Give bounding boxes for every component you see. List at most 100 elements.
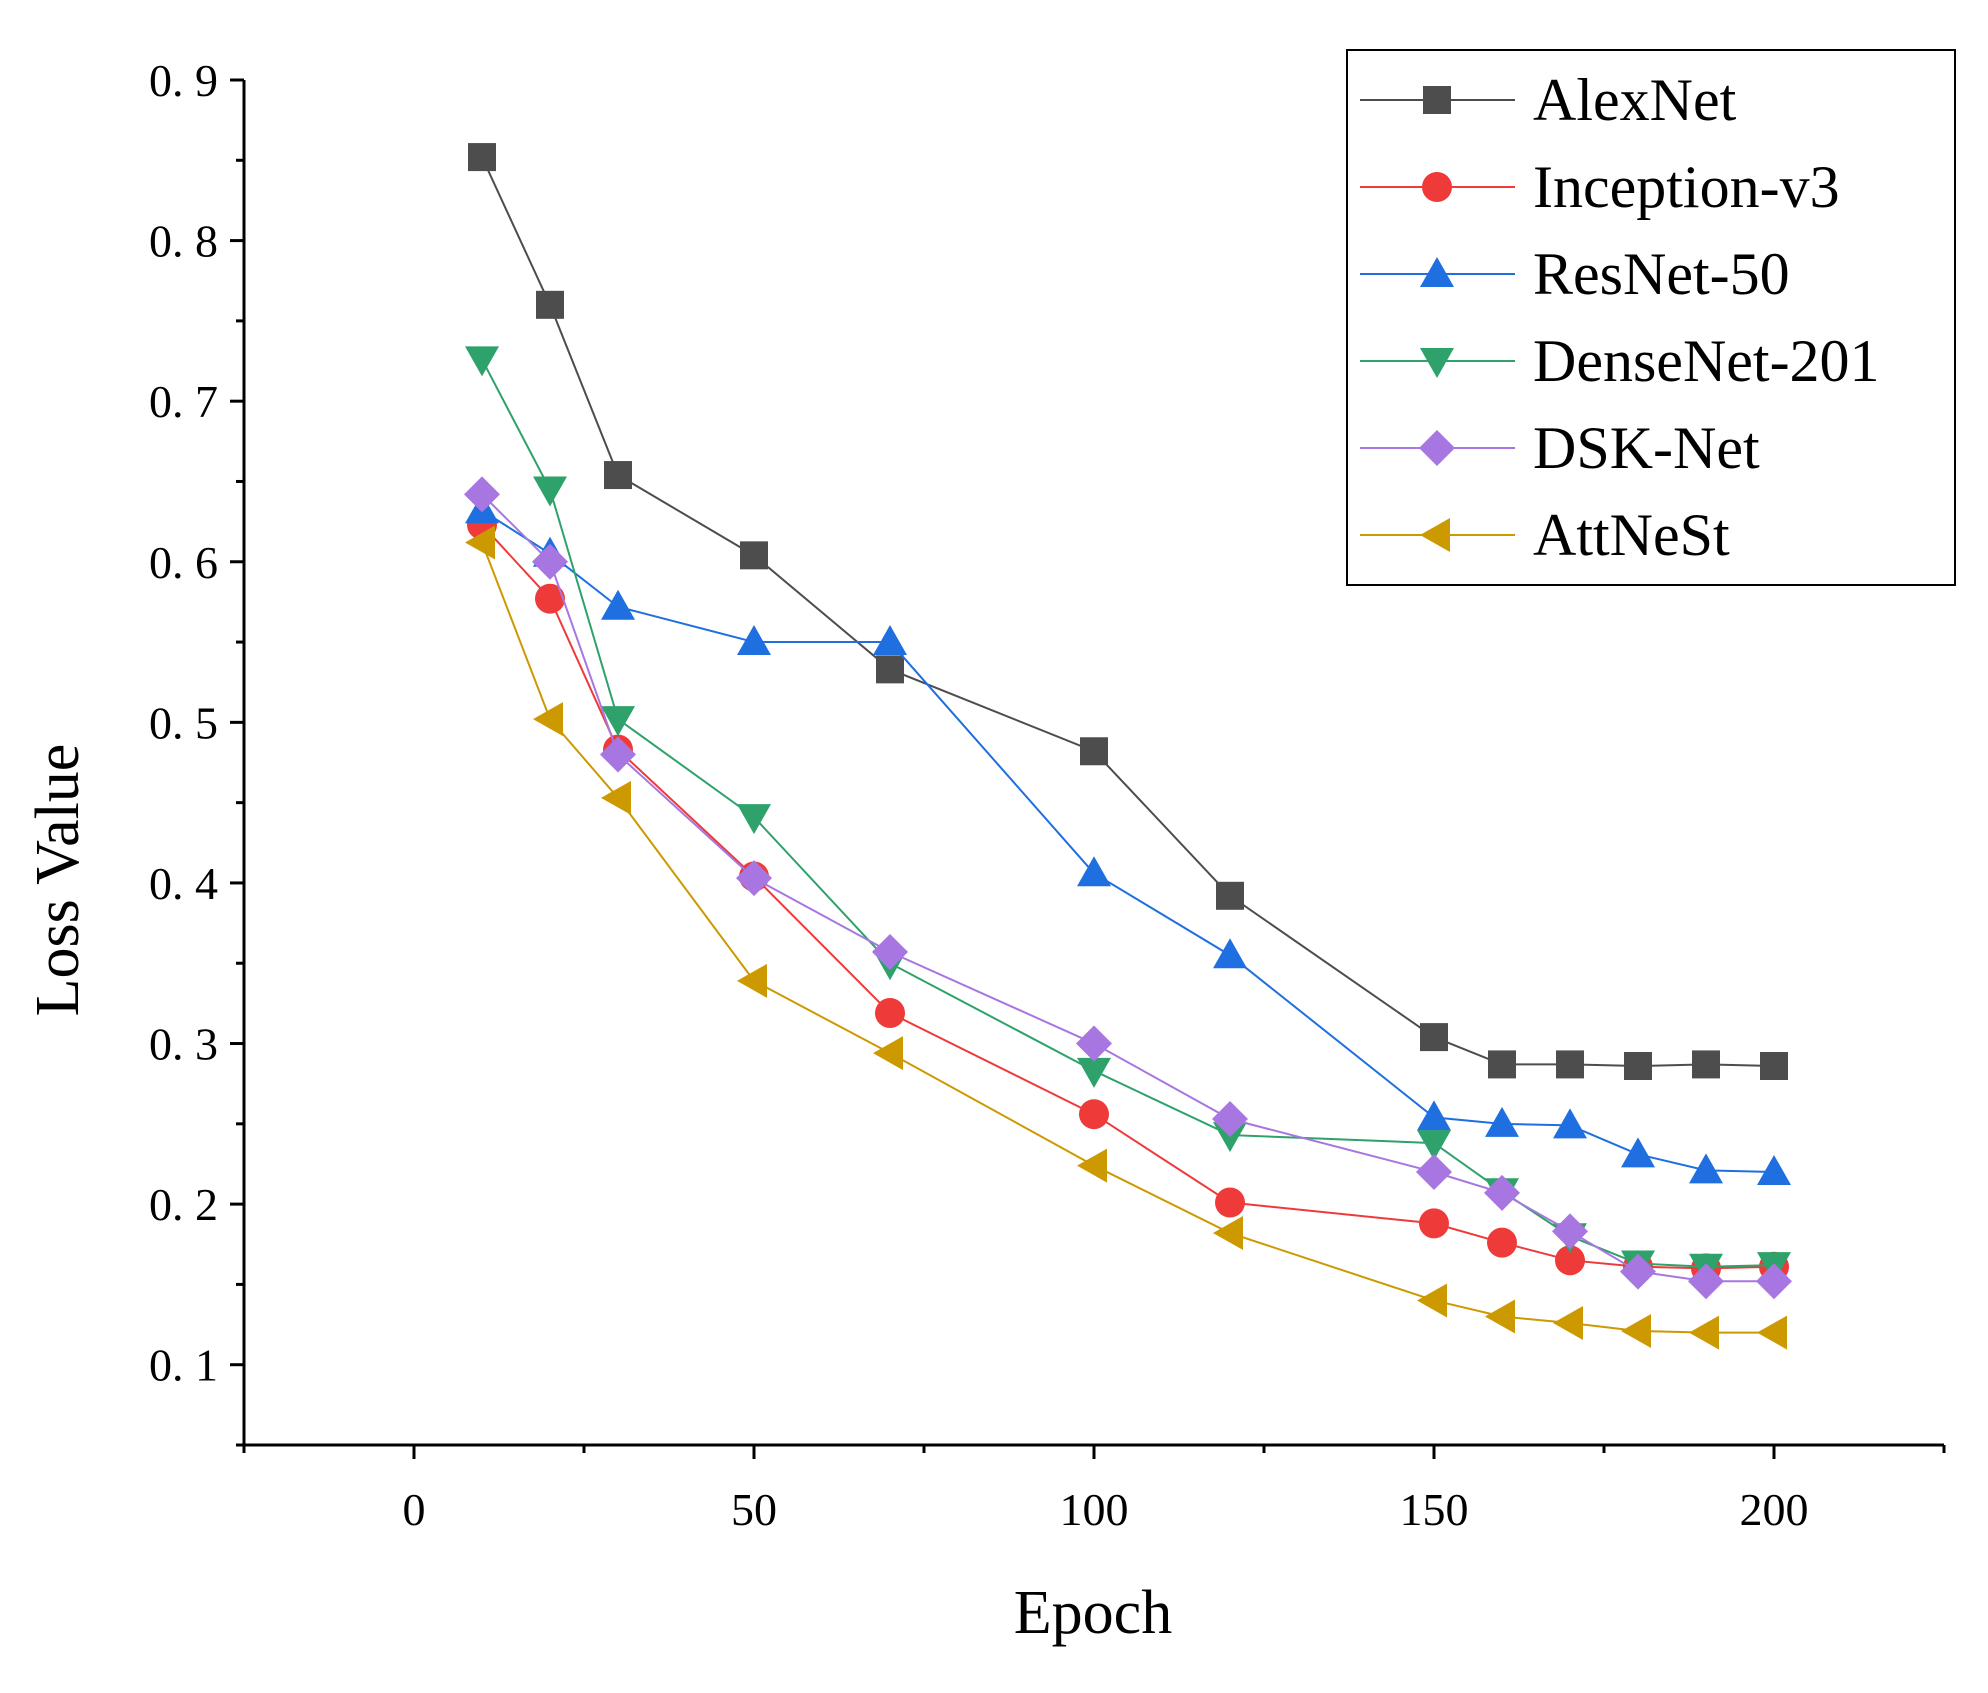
legend-label: AttNeSt [1533,502,1730,568]
data-point [1080,737,1108,766]
legend-item: DSK-Net [1360,415,1760,481]
data-point [1621,1137,1655,1168]
legend-label: Inception-v3 [1533,154,1840,220]
data-point [1484,1174,1520,1211]
series-line [481,524,1775,1270]
data-point [1621,1313,1651,1348]
data-point [601,706,635,737]
data-point [1689,1153,1723,1184]
data-point [1079,1099,1109,1130]
data-point [1624,1052,1652,1081]
data-point [1212,1101,1248,1138]
data-point [465,346,499,377]
data-point [1213,1216,1243,1251]
legend-box [1346,49,1956,586]
data-point [601,780,631,815]
data-point [1416,1154,1452,1190]
data-point [600,736,636,773]
series-line [481,493,1774,1283]
data-point [1552,1213,1588,1250]
data-point [1077,1148,1107,1183]
series-layer [464,143,1792,1350]
y-tick-label: 0. 5 [149,697,218,748]
legend: AlexNet Inception-v3 ResNet-50 DenseNet-201… [1346,49,1956,586]
legend-marker [1420,518,1450,552]
data-point [873,625,907,656]
data-point [740,541,768,570]
legend-marker [1422,172,1452,202]
data-point [1553,1305,1583,1340]
data-point [1077,1057,1111,1088]
x-tick-label: 0 [403,1484,426,1535]
data-point [1076,1025,1112,1062]
x-tick-label: 150 [1400,1484,1469,1535]
y-tick-label: 0. 8 [149,216,218,267]
data-point [535,583,565,614]
data-point [533,476,567,507]
data-point [737,804,771,835]
legend-label: DSK-Net [1533,415,1760,481]
legend-item: AttNeSt [1360,502,1730,568]
data-point [1757,1155,1791,1185]
legend-marker [1423,86,1451,114]
y-tick-label: 0. 7 [149,376,218,427]
y-tick-label: 0. 4 [149,858,218,909]
series-resnet-50 [465,493,1791,1185]
y-tick-label: 0. 6 [149,537,218,588]
data-point [1417,1130,1451,1161]
data-point [1487,1227,1517,1258]
data-point [1213,938,1247,969]
data-point [1417,1100,1451,1131]
series-alexnet [468,143,1788,1081]
legend-item: AlexNet [1360,67,1737,133]
data-point [1213,1122,1247,1153]
data-point [464,476,500,513]
data-point [1553,1108,1587,1139]
data-point [1485,1106,1519,1137]
legend-label: AlexNet [1533,67,1737,133]
data-point [1555,1245,1585,1276]
data-point [737,625,771,656]
data-point [875,998,905,1029]
data-point [532,543,568,580]
legend-marker [1419,430,1455,466]
data-point [873,1036,903,1071]
data-point [872,933,908,970]
series-line [481,542,1774,1334]
data-point [465,525,495,560]
data-point [1688,1263,1724,1300]
x-tick-label: 50 [731,1484,777,1535]
legend-item: Inception-v3 [1360,154,1840,220]
axes: 0. 1 0. 2 0. 3 0. 4 0. 5 0. 6 0. 7 0. 8 0. 9 0 50 1… [149,55,1946,1535]
data-point [604,461,632,490]
data-point [1420,1023,1448,1052]
data-point [1216,881,1244,910]
data-point [468,143,496,172]
legend-label: DenseNet-201 [1533,328,1880,394]
data-point [737,963,767,998]
data-point [1417,1283,1447,1318]
y-tick-label: 0. 9 [149,55,218,106]
data-point [1692,1050,1720,1079]
data-point [1620,1253,1656,1290]
data-point [1488,1050,1516,1079]
legend-marker [1420,348,1454,378]
y-tick-label: 0. 2 [149,1179,218,1230]
legend-item: DenseNet-201 [1360,328,1880,394]
data-point [1556,1050,1584,1079]
data-point [1689,1315,1719,1350]
data-point [1215,1187,1245,1218]
data-point [1757,1315,1787,1350]
legend-marker [1420,257,1454,287]
series-inception-v3 [467,509,1789,1284]
data-point [736,860,772,897]
data-point [1760,1052,1788,1081]
x-tick-label: 100 [1060,1484,1129,1535]
data-point [1077,856,1111,887]
series-dsk-net [464,476,1792,1300]
series-attnest [465,525,1787,1350]
legend-label: ResNet-50 [1533,241,1790,307]
data-point [1756,1263,1792,1300]
